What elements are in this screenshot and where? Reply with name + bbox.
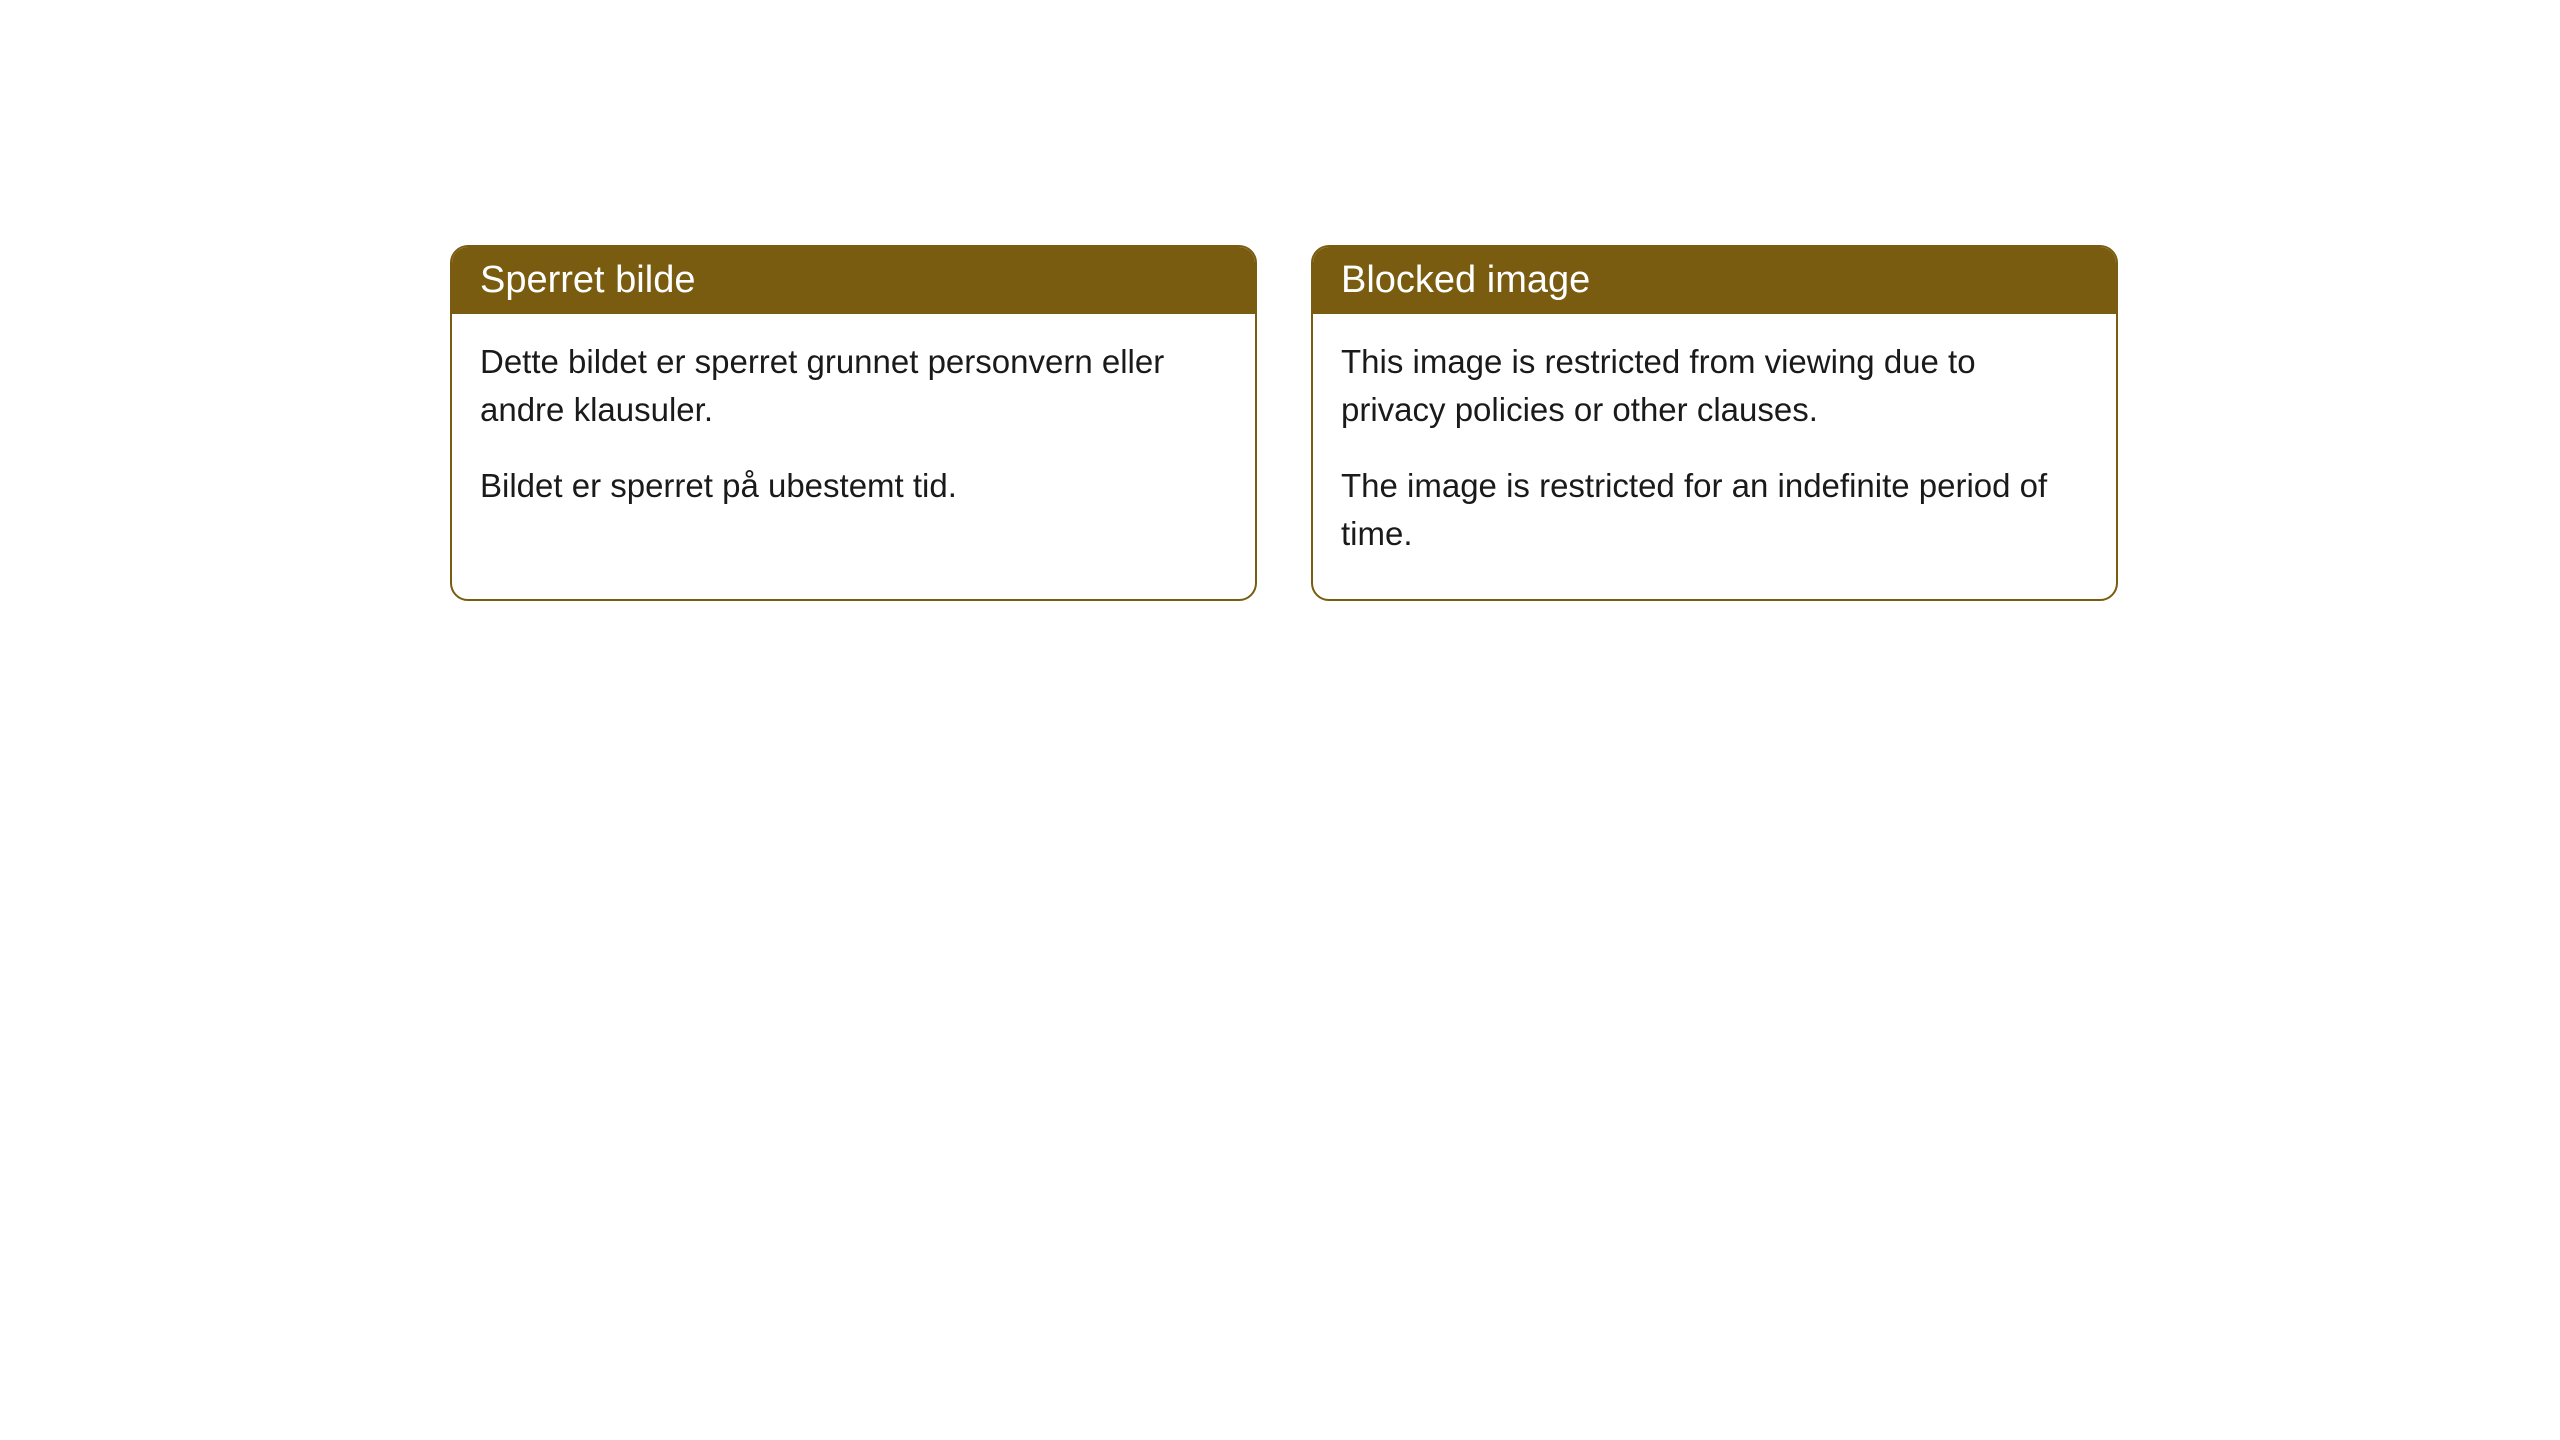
card-paragraph: Bildet er sperret på ubestemt tid.	[480, 462, 1227, 510]
card-body-english: This image is restricted from viewing du…	[1313, 314, 2116, 599]
card-english: Blocked image This image is restricted f…	[1311, 245, 2118, 601]
card-header-english: Blocked image	[1313, 247, 2116, 314]
card-norwegian: Sperret bilde Dette bildet er sperret gr…	[450, 245, 1257, 601]
card-paragraph: The image is restricted for an indefinit…	[1341, 462, 2088, 558]
card-header-norwegian: Sperret bilde	[452, 247, 1255, 314]
card-title: Sperret bilde	[480, 259, 695, 301]
card-paragraph: This image is restricted from viewing du…	[1341, 338, 2088, 434]
card-body-norwegian: Dette bildet er sperret grunnet personve…	[452, 314, 1255, 552]
cards-container: Sperret bilde Dette bildet er sperret gr…	[450, 245, 2118, 601]
card-title: Blocked image	[1341, 259, 1590, 301]
card-paragraph: Dette bildet er sperret grunnet personve…	[480, 338, 1227, 434]
